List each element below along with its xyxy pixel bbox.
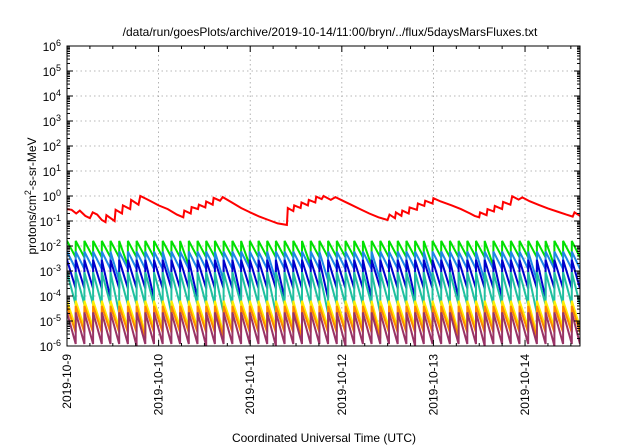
y-tick-label-base: 10: [43, 190, 57, 204]
y-axis-title: protons/cm2-s-sr-MeV: [23, 137, 39, 254]
y-tick-label-base: 10: [43, 140, 57, 154]
y-tick-label: 10-5: [40, 313, 61, 329]
x-axis-title: Coordinated Universal Time (UTC): [232, 431, 416, 445]
y-tick-label-exponent: 3: [56, 113, 61, 123]
x-tick-label: 2019-10-10: [152, 354, 166, 416]
y-tick-label: 101: [43, 163, 61, 179]
series-layer: [67, 194, 580, 346]
y-tick-label-exponent: 2: [56, 138, 61, 148]
y-tick-label: 10-3: [40, 263, 61, 279]
x-axis: 2019-10-9 2019-10-10 2019-10-11 2019-10-12 2…: [60, 46, 572, 416]
y-tick-label-exponent: 5: [56, 63, 61, 73]
y-tick-label: 102: [43, 138, 61, 154]
y-tick-label-base: 10: [43, 40, 57, 54]
y-tick-label-exponent: -3: [53, 263, 61, 273]
y-tick-label-base: 10: [43, 90, 57, 104]
y-axis-title-suffix: -s-sr-MeV: [25, 137, 39, 190]
y-tick-label: 10-4: [40, 288, 61, 304]
y-tick-label: 105: [43, 63, 61, 79]
x-tick-label: 2019-10-14: [518, 354, 532, 416]
y-tick-label: 10-6: [40, 338, 61, 354]
y-tick-label: 10-1: [40, 213, 61, 229]
y-tick-label: 10-2: [40, 238, 61, 254]
y-tick-label-exponent: -2: [53, 238, 61, 248]
y-tick-label-base: 10: [40, 315, 54, 329]
y-tick-label-exponent: 1: [56, 163, 61, 173]
series-line-8: [67, 312, 580, 346]
y-tick-label-exponent: -6: [53, 338, 61, 348]
y-tick-label: 104: [43, 88, 61, 104]
chart-title: /data/run/goesPlots/archive/2019-10-14/1…: [123, 25, 538, 39]
y-axis: 10-610-510-410-310-210-11001011021031041…: [40, 38, 580, 354]
y-tick-label-exponent: 0: [56, 188, 61, 198]
y-axis-title-sup: 2: [23, 190, 33, 195]
series-line-5: [67, 271, 580, 314]
y-tick-label-base: 10: [40, 265, 54, 279]
y-axis-title-prefix: protons/cm: [25, 195, 39, 254]
y-tick-label-base: 10: [43, 165, 57, 179]
y-tick-label-base: 10: [40, 215, 54, 229]
y-tick-label-base: 10: [43, 115, 57, 129]
y-tick-label-exponent: -4: [53, 288, 61, 298]
y-tick-label-base: 10: [40, 240, 54, 254]
y-tick-label: 106: [43, 38, 61, 54]
x-tick-label: 2019-10-12: [335, 354, 349, 416]
y-tick-label: 103: [43, 113, 61, 129]
y-tick-label-exponent: -1: [53, 213, 61, 223]
y-tick-label-exponent: 6: [56, 38, 61, 48]
x-tick-label: 2019-10-13: [426, 354, 440, 416]
y-tick-label-base: 10: [43, 65, 57, 79]
y-tick-label-exponent: -5: [53, 313, 61, 323]
x-tick-label: 2019-10-9: [60, 354, 74, 409]
y-tick-label-base: 10: [40, 340, 54, 354]
y-tick-label-base: 10: [40, 290, 54, 304]
y-tick-label-exponent: 4: [56, 88, 61, 98]
y-tick-label: 100: [43, 188, 61, 204]
x-tick-label: 2019-10-11: [243, 354, 257, 415]
series-line-1: [67, 194, 580, 227]
